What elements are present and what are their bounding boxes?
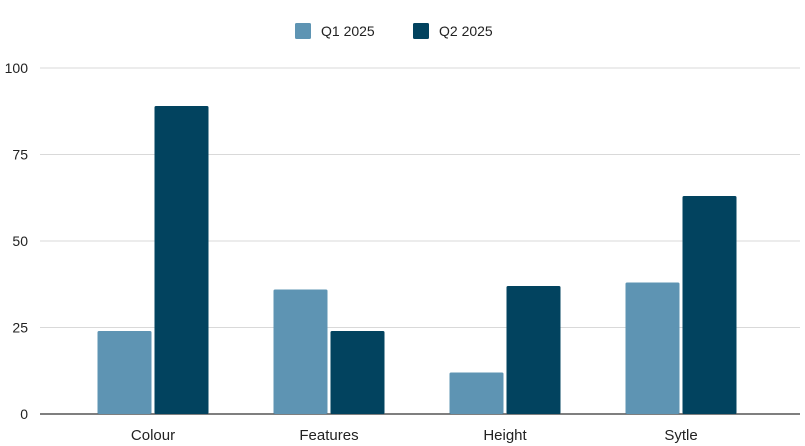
legend-label-1: Q1 2025 (321, 23, 375, 39)
y-tick-label-100: 100 (5, 60, 29, 76)
y-tick-label-0: 0 (20, 406, 28, 422)
legend-swatch-2 (413, 23, 429, 39)
bar-colour-series-2 (154, 106, 209, 414)
legend-label-2: Q2 2025 (439, 23, 493, 39)
legend-swatch-1 (295, 23, 311, 39)
y-tick-label-25: 25 (12, 320, 28, 336)
x-category-label-colour: Colour (131, 427, 175, 444)
legend: Q1 2025 Q2 2025 (295, 23, 493, 39)
y-tick-label-50: 50 (12, 233, 28, 249)
bar-features-series-1 (273, 289, 328, 414)
bar-features-series-2 (330, 330, 385, 414)
bar-height-series-1 (449, 372, 504, 414)
bar-height-series-2 (506, 285, 561, 414)
y-axis-ticks: 0 25 50 75 100 (5, 60, 29, 422)
bar-sytle-series-1 (625, 282, 680, 414)
bar-sytle-series-2 (682, 196, 737, 414)
x-category-label-sytle: Sytle (664, 427, 697, 444)
bar-colour-series-1 (97, 330, 152, 414)
y-tick-label-75: 75 (12, 147, 28, 163)
x-category-label-features: Features (299, 427, 358, 444)
x-category-label-height: Height (483, 427, 527, 444)
x-axis-categories: Colour Features Height Sytle (131, 427, 698, 444)
bars (97, 106, 737, 414)
